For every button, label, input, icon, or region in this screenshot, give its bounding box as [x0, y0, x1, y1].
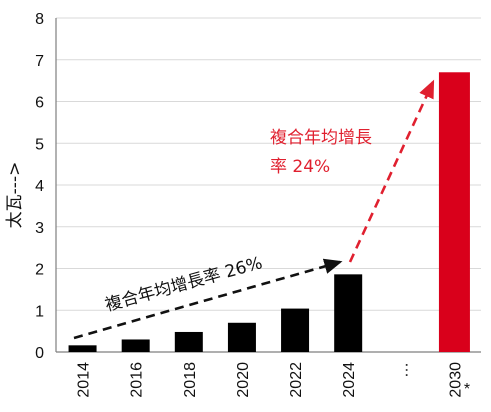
y-tick-label: 6: [35, 95, 44, 112]
x-tick-label: …: [394, 362, 411, 378]
x-tick-label: 2018: [182, 362, 199, 398]
y-tick-label: 7: [35, 53, 44, 70]
annotation-cagr-24-line2: 率 24%: [270, 157, 330, 177]
y-tick-label: 4: [35, 178, 44, 195]
x-tick-label: 2024: [341, 362, 358, 398]
x-tick-label: 2020: [235, 362, 252, 398]
bar-2014: [68, 345, 97, 352]
x-tick-label: 2022: [288, 362, 305, 398]
y-tick-label: 1: [35, 303, 44, 320]
x-tick-label: 2030: [447, 362, 464, 398]
trend-arrow-black: [73, 258, 343, 340]
y-tick-label: 0: [35, 345, 44, 362]
bar-2022: [281, 308, 310, 352]
gridlines: [56, 17, 481, 311]
bar-2030: [438, 72, 470, 353]
x-tick-label: 2014: [76, 362, 93, 398]
y-tick-label: 5: [35, 136, 44, 153]
y-tick-label: 3: [35, 220, 44, 237]
trend-arrow-red: [348, 79, 435, 263]
bar-2018: [174, 331, 203, 352]
bar-2016: [121, 339, 150, 352]
bar-2020: [227, 322, 256, 352]
highlight-marker: *: [464, 381, 470, 398]
annotation-cagr-24-line1: 複合年均增長: [270, 128, 372, 148]
y-tick-label: 8: [35, 11, 44, 28]
annotation-cagr-26: 複合年均增長率 26%: [103, 253, 265, 316]
bars: [68, 72, 470, 353]
y-axis-label: 太瓦--->: [5, 162, 25, 229]
y-tick-labels: 0 1 2 3 4 5 6 7 8: [35, 11, 44, 362]
bar-2024: [334, 274, 363, 352]
x-tick-labels: 2014 2016 2018 2020 2022 2024 … 2030: [76, 362, 465, 398]
y-tick-label: 2: [35, 262, 44, 279]
x-tick-label: 2016: [129, 362, 146, 398]
